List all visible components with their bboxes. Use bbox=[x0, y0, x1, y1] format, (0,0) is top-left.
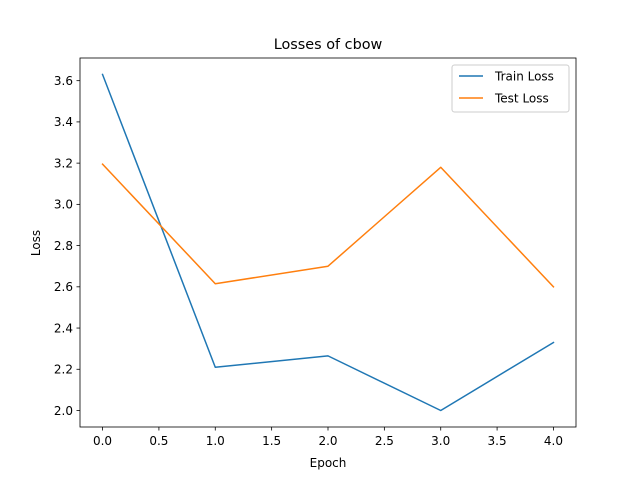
series-line-1 bbox=[101, 163, 555, 288]
series-line-0 bbox=[101, 73, 555, 412]
x-tick-label: 2.0 bbox=[318, 434, 337, 448]
x-axis: 0.0 0.5 1.0 1.5 2.0 2.5 3.0 3.5 4.0 bbox=[93, 427, 563, 448]
plot-frame bbox=[79, 57, 577, 428]
x-tick-label: 4.0 bbox=[544, 434, 563, 448]
x-tick-label: 3.0 bbox=[431, 434, 450, 448]
x-tick-label: 2.5 bbox=[375, 434, 394, 448]
y-tick-label: 2.4 bbox=[54, 321, 73, 335]
x-tick-label: 3.5 bbox=[488, 434, 507, 448]
y-tick-label: 2.2 bbox=[54, 363, 73, 377]
plot-area bbox=[101, 73, 555, 412]
y-tick-label: 2.0 bbox=[54, 404, 73, 418]
y-axis: 2.0 2.2 2.4 2.6 2.8 3.0 3.2 3.4 3.6 bbox=[54, 74, 80, 418]
y-tick-label: 2.8 bbox=[54, 239, 73, 253]
y-tick-label: 3.6 bbox=[54, 74, 73, 88]
y-tick-label: 3.4 bbox=[54, 115, 73, 129]
y-tick-label: 2.6 bbox=[54, 280, 73, 294]
x-tick-label: 0.0 bbox=[93, 434, 112, 448]
legend-label-0: Train Loss bbox=[494, 69, 554, 83]
y-axis-label: Loss bbox=[29, 230, 43, 256]
chart-title: Losses of cbow bbox=[274, 37, 383, 53]
y-tick-label: 3.0 bbox=[54, 198, 73, 212]
legend: Train Loss Test Loss bbox=[451, 64, 570, 113]
x-tick-label: 1.0 bbox=[206, 434, 225, 448]
x-tick-label: 0.5 bbox=[149, 434, 168, 448]
y-tick-label: 3.2 bbox=[54, 156, 73, 170]
x-axis-label: Epoch bbox=[310, 456, 347, 470]
x-tick-label: 1.5 bbox=[262, 434, 281, 448]
legend-label-1: Test Loss bbox=[494, 91, 549, 105]
